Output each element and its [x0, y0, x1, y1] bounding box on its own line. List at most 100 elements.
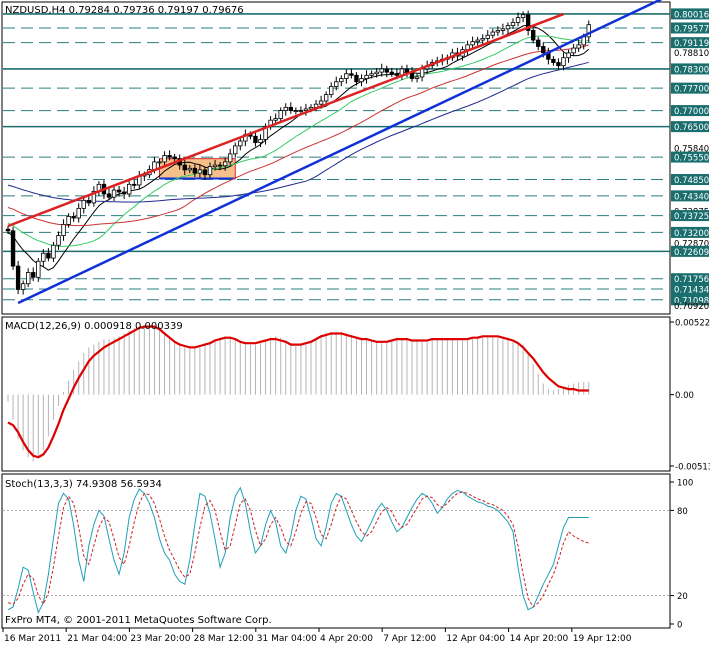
candle-body — [349, 73, 354, 76]
candle-body — [192, 167, 198, 174]
price-label: 0.72609 — [674, 248, 709, 258]
candle-body — [561, 57, 566, 67]
time-tick-label: 12 Apr 04:00 — [446, 634, 505, 644]
time-axis: 16 Mar 2011 21 Mar 04:00 23 Mar 20:00 28 Ma… — [2, 628, 632, 644]
candle-body — [480, 38, 485, 41]
watermark-text: FxPro MT4, © 2001-2011 MetaQuotes Softwa… — [5, 615, 272, 626]
candle-body — [328, 86, 334, 95]
time-tick-label: 16 Mar 2011 — [4, 634, 61, 644]
candle-body — [273, 118, 278, 121]
macd-signal-line — [7, 325, 589, 459]
price-label-bg — [671, 121, 709, 133]
candle-body — [227, 153, 233, 163]
candle-body — [81, 199, 86, 209]
candle-body — [323, 94, 329, 102]
time-tick-label: 28 Mar 12:00 — [194, 634, 254, 644]
price-label: 0.70920 — [674, 302, 709, 312]
candle-body — [308, 106, 314, 110]
candle-body — [520, 14, 526, 19]
price-label: 0.79119 — [674, 39, 709, 49]
candle-body — [31, 272, 36, 278]
price-label: 0.73200 — [674, 229, 709, 239]
price-label-bg — [671, 105, 709, 117]
candle-body — [258, 139, 263, 144]
price-label-bg — [671, 37, 709, 49]
price-label: 0.77700 — [674, 85, 709, 95]
candle-body — [127, 183, 132, 195]
candle-body — [187, 167, 192, 171]
stoch-tick-label: 20 — [677, 592, 688, 602]
candle-body — [495, 30, 501, 33]
candle-body — [253, 135, 258, 144]
price-label-bg — [671, 22, 709, 34]
candle-body — [505, 25, 511, 30]
price-label-bg — [671, 283, 709, 295]
candle-body — [334, 81, 339, 87]
price-label-bg — [671, 190, 709, 202]
candle-body — [318, 100, 324, 105]
time-tick-label: 4 Apr 20:00 — [320, 634, 373, 644]
price-label: 0.78300 — [674, 65, 709, 75]
chart-title: NZDUSD,H4 0.79284 0.79736 0.79197 0.7967… — [5, 5, 244, 16]
macd-tick-label: -0.005133 — [675, 463, 710, 473]
stoch-panel-frame — [1, 473, 671, 629]
candle-body — [167, 155, 172, 158]
candle-body — [510, 22, 516, 27]
price-label-bg — [671, 63, 709, 75]
stoch-red-line — [7, 491, 589, 608]
stoch-tick-label: 0 — [677, 621, 682, 631]
price-label-bg — [671, 245, 709, 257]
price-label: 0.73725 — [674, 212, 709, 222]
candle-body — [414, 76, 420, 79]
channel-upper-line — [7, 12, 564, 228]
stoch-indicator: 100 80 20 0 — [3, 479, 693, 631]
price-label: 0.74850 — [674, 176, 709, 186]
candle-body — [15, 265, 21, 290]
time-tick-label: 7 Apr 12:00 — [383, 634, 436, 644]
price-panel-frame — [1, 1, 671, 315]
candle-body — [197, 169, 203, 174]
candle-body — [86, 199, 91, 204]
price-label: 0.79577 — [674, 24, 709, 34]
candle-body — [490, 31, 495, 36]
candle-body — [41, 252, 46, 262]
candle-body — [132, 183, 137, 186]
price-label-bg — [671, 8, 709, 20]
candle-body — [404, 68, 410, 73]
candle-body — [202, 169, 208, 176]
candle-body — [238, 140, 243, 147]
candle-body — [233, 145, 238, 155]
candle-body — [283, 106, 288, 111]
stoch-tick-label: 80 — [677, 507, 688, 517]
time-tick-label: 14 Apr 20:00 — [510, 634, 569, 644]
macd-tick-label: 0.005228 — [675, 319, 710, 329]
candle-body — [182, 164, 187, 171]
candle-body — [111, 189, 117, 198]
price-label-bg — [671, 273, 709, 285]
candle-body — [541, 46, 546, 54]
time-tick-label: 23 Mar 20:00 — [130, 634, 190, 644]
candle-body — [581, 36, 586, 46]
candle-body — [500, 28, 506, 31]
price-label-bg — [671, 82, 709, 94]
candle-body — [525, 14, 531, 31]
candle-body — [566, 52, 571, 59]
candle-body — [475, 39, 480, 43]
price-label: 0.71434 — [674, 286, 709, 296]
macd-indicator: 0.005228 0.00 -0.005133 — [7, 319, 710, 473]
candle-body — [172, 156, 177, 160]
candle-body — [222, 161, 228, 167]
stoch-teal-line — [7, 486, 589, 615]
candle-body — [66, 215, 71, 225]
candle-body — [374, 71, 379, 75]
price-label: 0.75550 — [674, 154, 709, 164]
candle-body — [379, 68, 384, 73]
price-label: 0.74340 — [674, 192, 709, 202]
candle-body — [25, 272, 31, 285]
candle-body — [556, 62, 561, 67]
stoch-tick-label: 100 — [677, 479, 693, 489]
candle-body — [369, 73, 374, 76]
